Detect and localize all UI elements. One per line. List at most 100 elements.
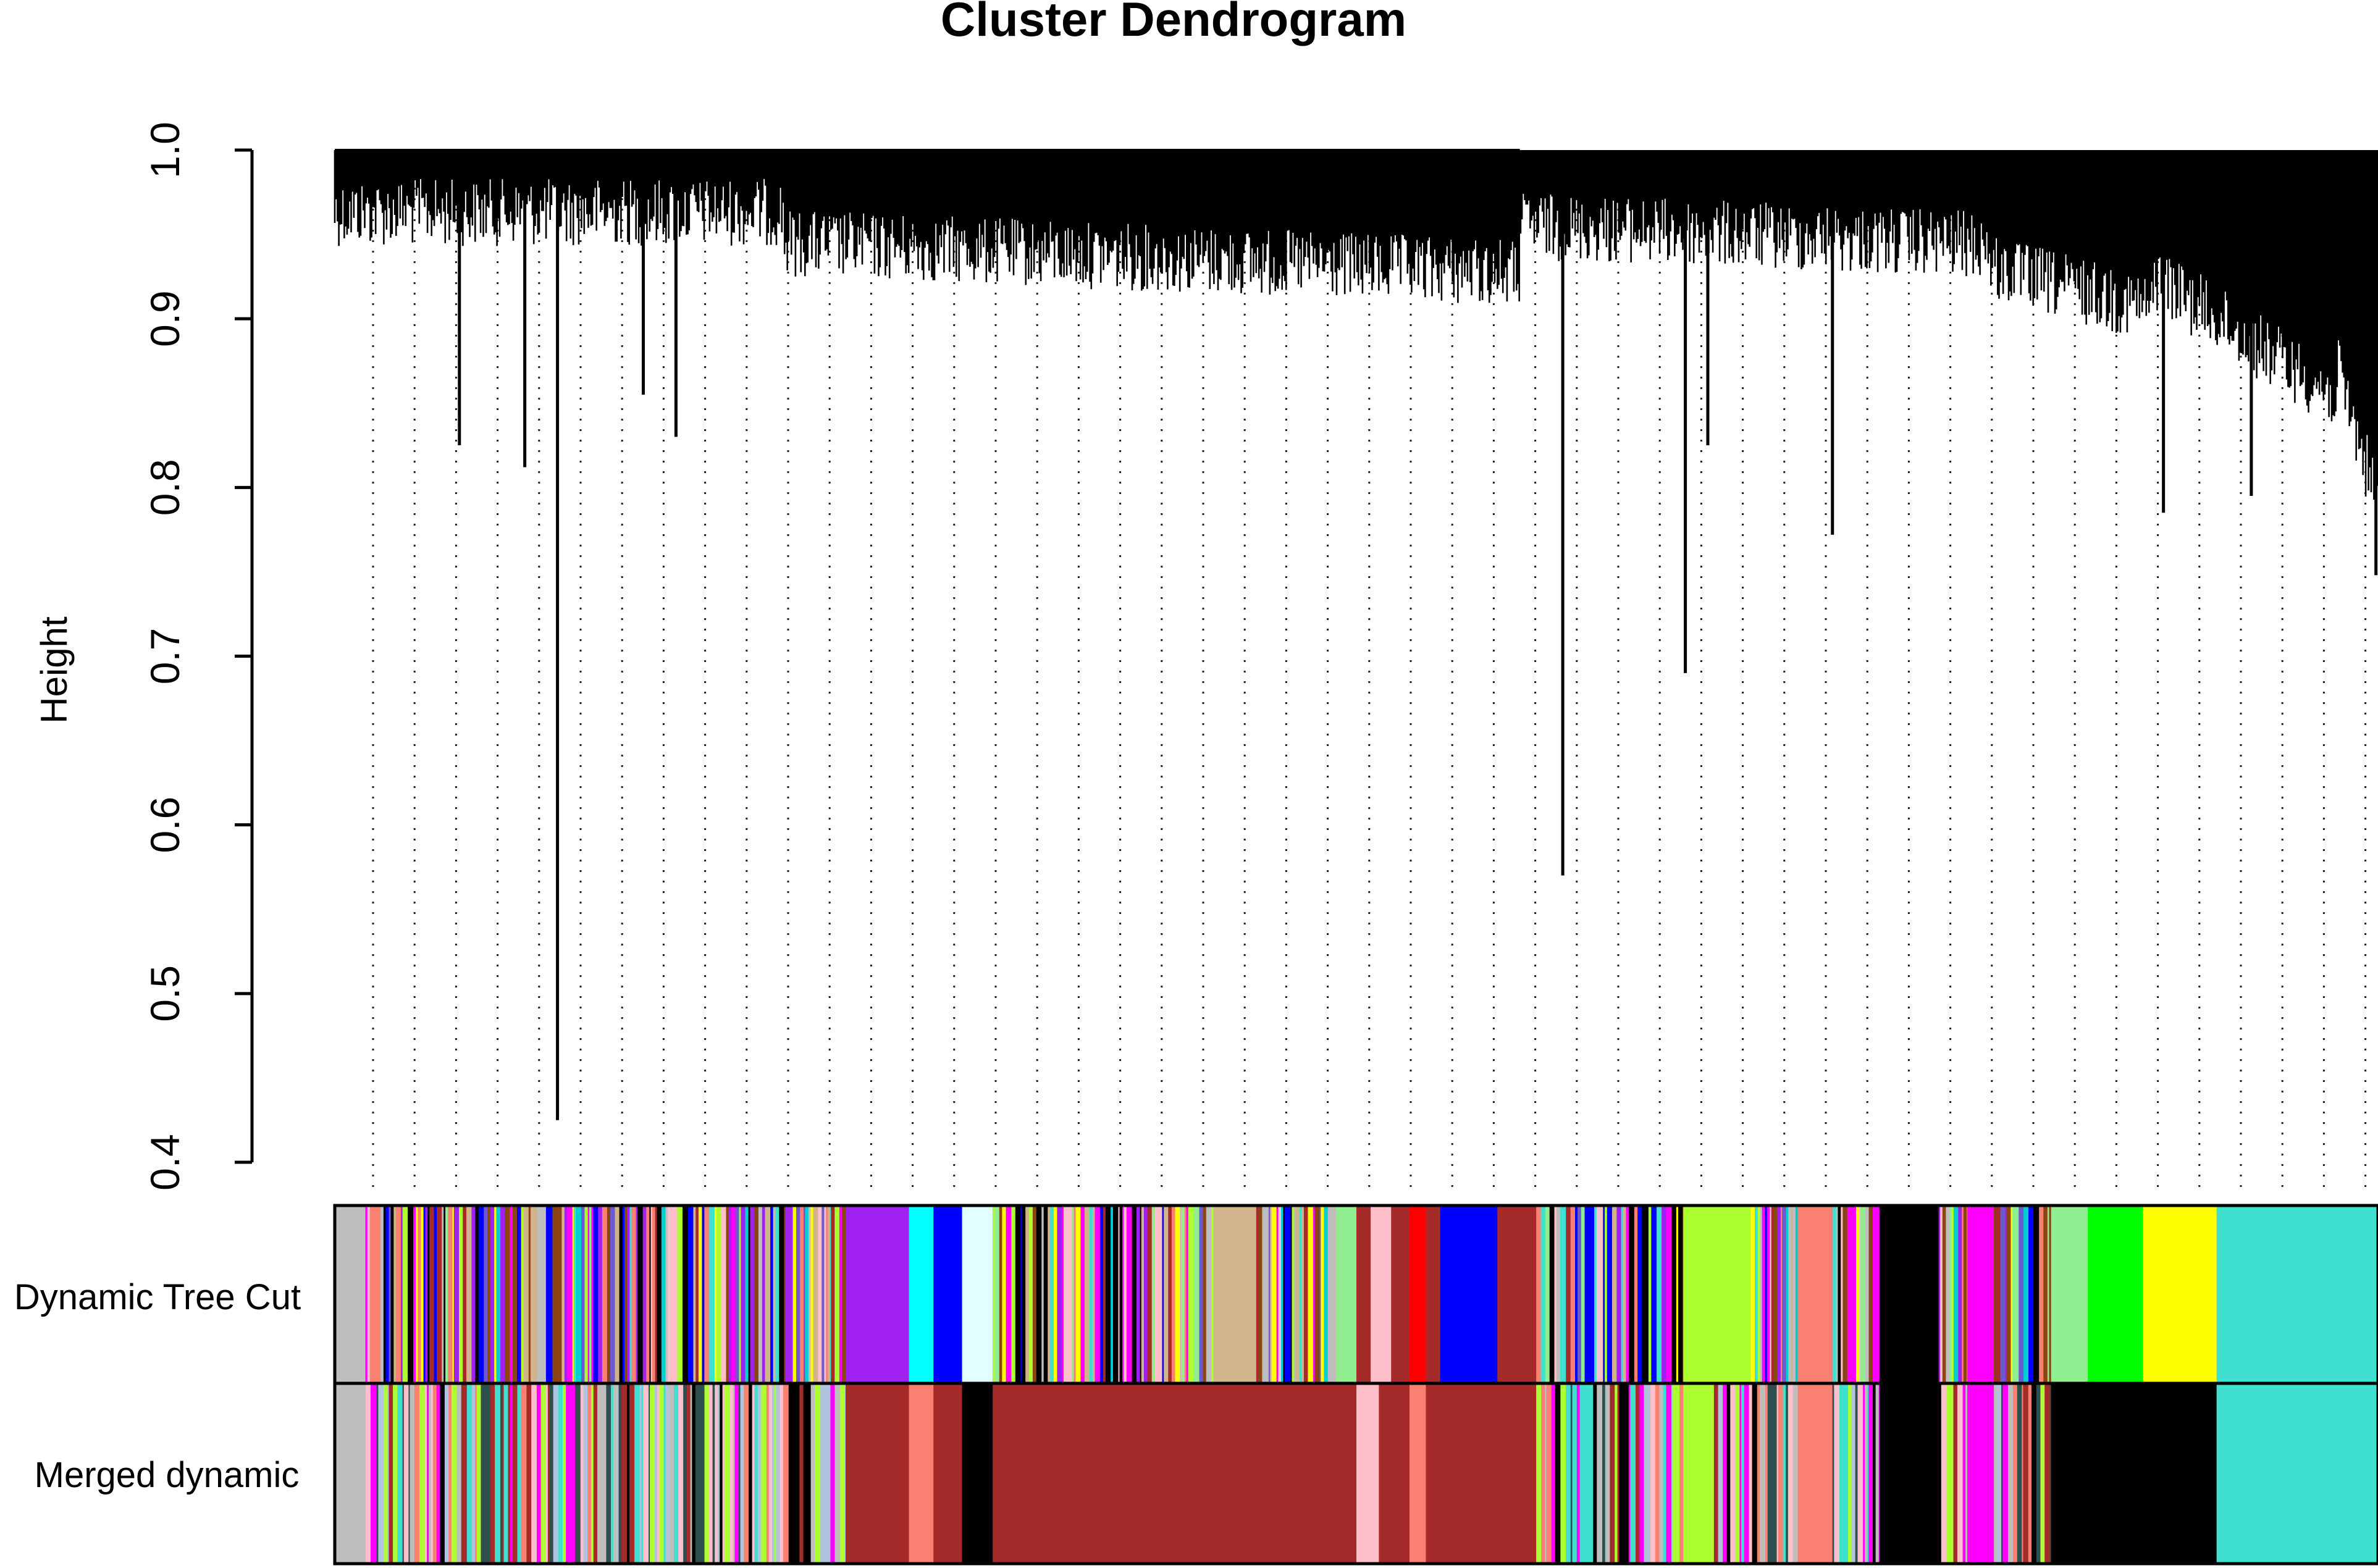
- module-color-stripe: [627, 1205, 630, 1383]
- module-color-stripe: [1319, 1205, 1321, 1383]
- module-color-stripe: [2012, 1205, 2017, 1383]
- module-color-stripe: [1642, 1205, 1644, 1383]
- module-color-stripe: [1290, 1205, 1292, 1383]
- module-color-stripe: [1673, 1383, 1676, 1564]
- module-color-stripe: [400, 1205, 403, 1383]
- module-color-stripe: [830, 1205, 831, 1383]
- module-color-stripe: [841, 1205, 846, 1383]
- module-color-stripe: [1644, 1383, 1649, 1564]
- module-color-stripe: [389, 1205, 391, 1383]
- module-color-stripe: [414, 1383, 420, 1564]
- module-color-stripe: [1545, 1383, 1547, 1564]
- module-color-stripe: [1873, 1205, 1878, 1383]
- module-color-stripe: [2044, 1383, 2051, 1564]
- module-color-stripe: [704, 1383, 710, 1564]
- module-color-stripe: [1628, 1383, 1631, 1564]
- module-color-stripe: [375, 1205, 381, 1383]
- module-color-stripe: [1637, 1205, 1642, 1383]
- module-color-stripe: [1188, 1205, 1194, 1383]
- module-color-stripe: [1143, 1205, 1148, 1383]
- module-color-stripe: [783, 1383, 789, 1564]
- module-color-stripe: [1062, 1205, 1064, 1383]
- module-color-stripe: [443, 1205, 446, 1383]
- module-color-stripe: [393, 1383, 398, 1564]
- module-color-stripe: [1184, 1205, 1187, 1383]
- module-color-stripe: [1611, 1205, 1617, 1383]
- module-color-stripe: [390, 1205, 394, 1383]
- module-color-stripe: [1554, 1205, 1557, 1383]
- row-label-merged-dynamic: Merged dynamic: [35, 1455, 300, 1495]
- module-color-stripe: [1754, 1205, 1758, 1383]
- module-color-stripe: [448, 1205, 453, 1383]
- module-color-stripe: [828, 1205, 830, 1383]
- module-color-stripe: [1292, 1205, 1295, 1383]
- module-color-stripe: [613, 1383, 619, 1564]
- module-color-stripe: [722, 1383, 725, 1564]
- module-color-stripe: [695, 1383, 700, 1564]
- module-color-stripe: [591, 1205, 594, 1383]
- module-color-stripe: [1592, 1205, 1595, 1383]
- module-color-stripe: [1662, 1205, 1666, 1383]
- module-color-stripe: [1626, 1383, 1629, 1564]
- module-color-stripe: [836, 1205, 840, 1383]
- module-color-block: [1967, 1205, 1994, 1383]
- module-color-stripe: [788, 1383, 794, 1564]
- module-color-stripe: [735, 1205, 739, 1383]
- module-color-stripe: [1855, 1205, 1859, 1383]
- y-tick-label: 0.9: [142, 290, 188, 347]
- module-color-stripe: [741, 1205, 746, 1383]
- module-color-block: [1497, 1205, 1537, 1383]
- module-color-stripe: [380, 1205, 384, 1383]
- module-color-stripe: [1836, 1205, 1838, 1383]
- module-color-stripe: [1844, 1383, 1849, 1564]
- module-color-stripe: [561, 1205, 565, 1383]
- module-color-stripe: [1726, 1383, 1731, 1564]
- module-color-stripe: [475, 1383, 477, 1564]
- module-color-stripe: [1607, 1205, 1613, 1383]
- module-color-stripe: [536, 1383, 541, 1564]
- module-color-block: [1391, 1205, 1410, 1383]
- module-color-stripe: [1572, 1383, 1578, 1564]
- module-color-stripe: [659, 1383, 664, 1564]
- module-color-block: [962, 1205, 993, 1383]
- module-color-stripe: [1851, 1383, 1855, 1564]
- module-color-stripe: [1168, 1205, 1172, 1383]
- module-color-stripe: [471, 1205, 476, 1383]
- module-color-stripe: [728, 1205, 732, 1383]
- module-color-stripe: [485, 1383, 490, 1564]
- module-color-stripe: [818, 1205, 822, 1383]
- module-color-stripe: [1579, 1383, 1583, 1564]
- module-color-stripe: [523, 1205, 529, 1383]
- module-color-stripe: [2006, 1205, 2011, 1383]
- module-color-stripe: [773, 1205, 776, 1383]
- module-color-stripe: [587, 1205, 590, 1383]
- module-color-stripe: [1953, 1383, 1958, 1564]
- module-color-stripe: [1946, 1383, 1951, 1564]
- module-color-stripe: [376, 1383, 379, 1564]
- module-color-stripe: [994, 1205, 1000, 1383]
- module-color-stripe: [547, 1383, 550, 1564]
- module-color-stripe: [2040, 1383, 2045, 1564]
- y-tick-label: 0.5: [142, 965, 188, 1022]
- module-color-stripe: [779, 1205, 784, 1383]
- module-color-stripe: [765, 1205, 771, 1383]
- module-color-stripe: [1773, 1205, 1778, 1383]
- module-color-stripe: [1283, 1205, 1285, 1383]
- module-color-stripe: [1089, 1205, 1093, 1383]
- module-color-stripe: [496, 1205, 501, 1383]
- module-color-stripe: [1574, 1205, 1578, 1383]
- module-color-stripe: [1770, 1205, 1772, 1383]
- module-color-stripe: [1303, 1205, 1308, 1383]
- module-color-stripe: [476, 1383, 481, 1564]
- module-color-stripe: [808, 1205, 811, 1383]
- module-color-stripe: [820, 1383, 826, 1564]
- module-color-stripe: [774, 1383, 776, 1564]
- module-color-stripe: [1767, 1383, 1771, 1564]
- module-color-stripe: [1767, 1205, 1770, 1383]
- module-color-stripe: [668, 1383, 674, 1564]
- module-color-stripe: [425, 1205, 428, 1383]
- module-color-stripe: [1193, 1205, 1200, 1383]
- module-color-stripe: [655, 1205, 657, 1383]
- module-color-stripe: [607, 1205, 611, 1383]
- module-color-stripe: [1043, 1205, 1048, 1383]
